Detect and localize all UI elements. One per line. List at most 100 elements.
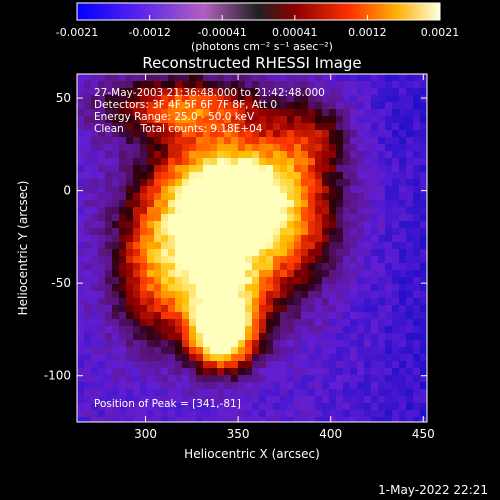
heatmap-cell (357, 151, 365, 159)
heatmap-cell (308, 74, 316, 82)
heatmap-cell (119, 137, 127, 145)
heatmap-cell (406, 312, 414, 320)
heatmap-cell (161, 368, 169, 376)
heatmap-cell (413, 270, 421, 278)
heatmap-cell (231, 319, 239, 327)
heatmap-cell (182, 291, 190, 299)
heatmap-cell (406, 298, 414, 306)
heatmap-cell (287, 81, 295, 89)
heatmap-cell (147, 340, 155, 348)
heatmap-cell (315, 417, 323, 422)
heatmap-image (77, 74, 427, 422)
heatmap-cell (350, 74, 358, 82)
heatmap-cell (343, 284, 351, 292)
colorbar-tick-label: -0.00041 (197, 26, 246, 39)
heatmap-cell (399, 298, 407, 306)
heatmap-cell (350, 221, 358, 229)
heatmap-cell (287, 242, 295, 250)
heatmap-cell (77, 214, 85, 222)
heatmap-cell (119, 389, 127, 397)
heatmap-cell (238, 256, 246, 264)
heatmap-cell (329, 375, 337, 383)
heatmap-cell (147, 109, 155, 117)
heatmap-cell (294, 354, 302, 362)
heatmap-cell (371, 347, 379, 355)
heatmap-cell (196, 151, 204, 159)
heatmap-cell (203, 291, 211, 299)
heatmap-cell (189, 340, 197, 348)
heatmap-cell (133, 361, 141, 369)
heatmap-cell (266, 361, 274, 369)
heatmap-cell (105, 130, 113, 138)
heatmap-cell (273, 242, 281, 250)
heatmap-cell (406, 319, 414, 327)
heatmap-cell (77, 298, 85, 306)
heatmap-cell (308, 193, 316, 201)
heatmap-cell (210, 221, 218, 229)
heatmap-cell (406, 347, 414, 355)
heatmap-cell (161, 228, 169, 236)
heatmap-cell (259, 319, 267, 327)
heatmap-cell (112, 95, 120, 103)
heatmap-cell (189, 207, 197, 215)
heatmap-cell (420, 137, 427, 145)
heatmap-cell (224, 228, 232, 236)
heatmap-cell (315, 235, 323, 243)
heatmap-cell (280, 144, 288, 152)
heatmap-cell (161, 361, 169, 369)
heatmap-cell (245, 284, 253, 292)
heatmap-cell (378, 389, 386, 397)
heatmap-cell (385, 347, 393, 355)
heatmap-cell (322, 319, 330, 327)
heatmap-cell (140, 81, 148, 89)
heatmap-cell (147, 270, 155, 278)
heatmap-cell (420, 228, 427, 236)
heatmap-cell (357, 277, 365, 285)
heatmap-cell (203, 277, 211, 285)
heatmap-cell (413, 158, 421, 166)
heatmap-cell (392, 263, 400, 271)
heatmap-cell (364, 291, 372, 299)
heatmap-cell (378, 102, 386, 110)
heatmap-cell (287, 214, 295, 222)
heatmap-cell (224, 284, 232, 292)
heatmap-cell (203, 305, 211, 313)
heatmap-cell (84, 158, 92, 166)
heatmap-cell (175, 312, 183, 320)
heatmap-cell (245, 270, 253, 278)
heatmap-cell (350, 305, 358, 313)
heatmap-cell (203, 319, 211, 327)
heatmap-cell (301, 291, 309, 299)
heatmap-cell (371, 375, 379, 383)
heatmap-cell (399, 319, 407, 327)
heatmap-cell (406, 284, 414, 292)
heatmap-cell (287, 144, 295, 152)
heatmap-cell (182, 305, 190, 313)
heatmap-cell (238, 277, 246, 285)
heatmap-cell (154, 144, 162, 152)
heatmap-cell (315, 214, 323, 222)
heatmap-cell (196, 88, 204, 96)
heatmap-cell (126, 291, 134, 299)
heatmap-cell (147, 95, 155, 103)
heatmap-cell (406, 361, 414, 369)
heatmap-cell (77, 130, 85, 138)
heatmap-cell (133, 228, 141, 236)
heatmap-cell (175, 410, 183, 418)
heatmap-cell (238, 340, 246, 348)
heatmap-cell (350, 312, 358, 320)
heatmap-cell (84, 291, 92, 299)
heatmap-cell (378, 81, 386, 89)
heatmap-cell (301, 312, 309, 320)
heatmap-cell (133, 116, 141, 124)
heatmap-cell (420, 326, 427, 334)
heatmap-cell (147, 263, 155, 271)
heatmap-cell (392, 333, 400, 341)
heatmap-cell (147, 207, 155, 215)
heatmap-cell (266, 340, 274, 348)
heatmap-cell (294, 193, 302, 201)
heatmap-cell (126, 221, 134, 229)
heatmap-cell (154, 249, 162, 257)
heatmap-cell (350, 200, 358, 208)
heatmap-cell (287, 88, 295, 96)
